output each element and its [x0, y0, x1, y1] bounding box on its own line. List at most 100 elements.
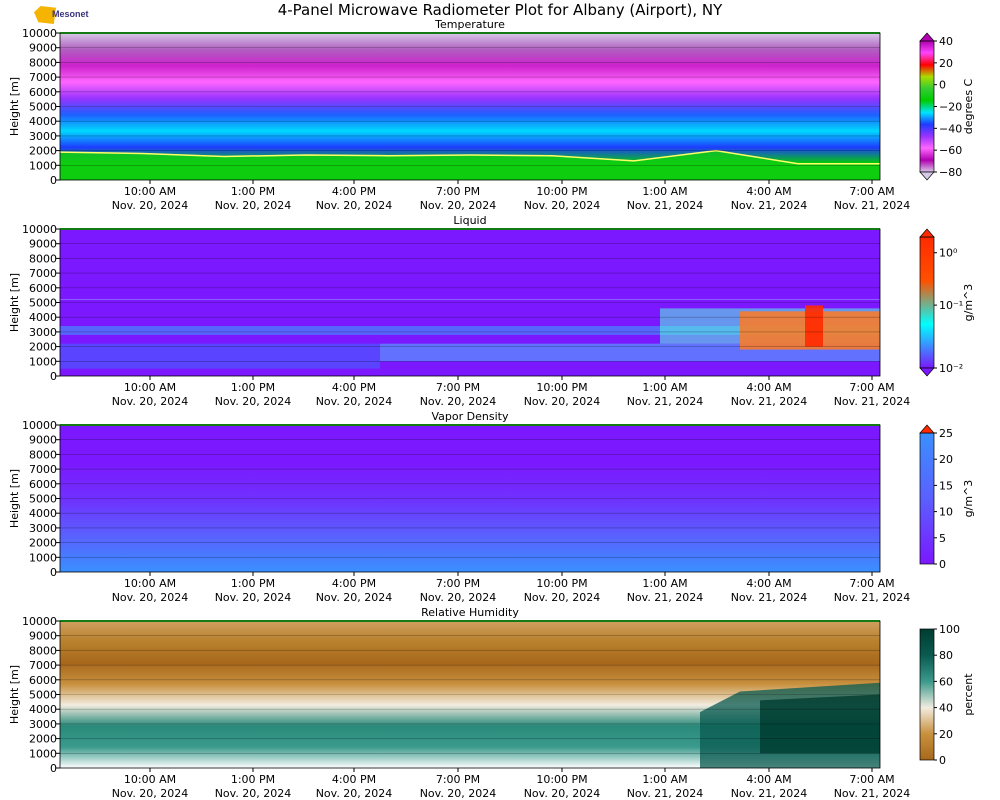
colorbar-tick-label: 10⁰	[939, 247, 958, 260]
panel-title: Relative Humidity	[421, 606, 519, 619]
y-tick-label: 9000	[29, 42, 57, 55]
x-tick-time: 7:00 PM	[436, 185, 480, 198]
x-tick-time: 1:00 PM	[231, 381, 275, 394]
y-tick-label: 2000	[29, 145, 57, 158]
x-tick-time: 1:00 PM	[231, 185, 275, 198]
x-tick-time: 10:00 AM	[124, 773, 176, 786]
colorbar-tick-label: 0	[939, 79, 946, 92]
ny-state-shape-icon	[34, 6, 56, 24]
x-tick-date: Nov. 21, 2024	[731, 787, 808, 800]
y-tick-label: 4000	[29, 311, 57, 324]
y-tick-label: 2000	[29, 537, 57, 550]
y-tick-label: 10000	[22, 419, 57, 432]
colorbar-tick-label: 10⁻²	[939, 362, 963, 375]
colorbar-tick-label: 40	[939, 702, 953, 715]
nys-mesonet-logo: Mesonet	[34, 6, 94, 26]
y-tick-label: 8000	[29, 56, 57, 69]
cloud-layer	[60, 343, 380, 369]
x-tick-date: Nov. 20, 2024	[420, 395, 497, 408]
x-tick-date: Nov. 21, 2024	[731, 199, 808, 212]
x-tick-time: 7:00 PM	[436, 381, 480, 394]
panel-relative-humidity: Relative Humidity01000200030004000500060…	[8, 606, 975, 800]
colorbar-scale	[919, 236, 935, 369]
x-tick-date: Nov. 21, 2024	[834, 199, 911, 212]
panel-title: Vapor Density	[432, 410, 509, 423]
colorbar-tick-label: −60	[939, 144, 962, 157]
x-tick-date: Nov. 20, 2024	[112, 591, 189, 604]
x-tick-date: Nov. 20, 2024	[524, 591, 601, 604]
colorbar-tick-label: 0	[939, 754, 946, 767]
x-tick-date: Nov. 21, 2024	[627, 591, 704, 604]
x-tick-time: 7:00 PM	[436, 577, 480, 590]
x-tick-date: Nov. 20, 2024	[420, 591, 497, 604]
x-tick-date: Nov. 20, 2024	[112, 395, 189, 408]
colorbar: 25 20 15 10 5 0 g/m^3	[919, 424, 975, 571]
colorbar-tick-label: 25	[939, 427, 953, 440]
x-tick-time: 4:00 PM	[332, 381, 376, 394]
y-tick-label: 0	[50, 174, 57, 187]
gridlines	[60, 243, 880, 362]
x-tick-date: Nov. 21, 2024	[834, 395, 911, 408]
y-tick-label: 7000	[29, 463, 57, 476]
x-tick-time: 4:00 AM	[746, 773, 791, 786]
x-tick-time: 4:00 PM	[332, 577, 376, 590]
y-tick-label: 4000	[29, 115, 57, 128]
colorbar: 100 80 60 40 20 0 percent	[919, 623, 975, 767]
figure-title: 4-Panel Microwave Radiometer Plot for Al…	[277, 1, 723, 19]
x-tick-date: Nov. 20, 2024	[316, 395, 393, 408]
y-tick-label: 1000	[29, 551, 57, 564]
y-tick-label: 6000	[29, 86, 57, 99]
gridlines	[60, 635, 880, 754]
x-tick-time: 4:00 PM	[332, 185, 376, 198]
y-tick-label: 10000	[22, 27, 57, 40]
y-tick-label: 8000	[29, 644, 57, 657]
high-humidity-core	[760, 694, 880, 754]
y-tick-label: 2000	[29, 733, 57, 746]
x-tick-time: 7:00 AM	[849, 773, 894, 786]
colorbar-min-arrow	[919, 171, 935, 181]
colorbar-tick-label: 5	[939, 532, 946, 545]
colorbar-max-arrow	[919, 228, 935, 238]
colorbar-label: degrees C	[962, 78, 975, 134]
x-tick-time: 1:00 AM	[642, 185, 687, 198]
heatmap	[60, 621, 880, 768]
x-tick-time: 10:00 PM	[536, 577, 587, 590]
logo-wordmark: Mesonet	[52, 9, 89, 19]
y-tick-label: 6000	[29, 478, 57, 491]
x-tick-time: 10:00 AM	[124, 577, 176, 590]
y-tick-label: 0	[50, 762, 57, 775]
y-tick-label: 1000	[29, 159, 57, 172]
y-tick-label: 10000	[22, 223, 57, 236]
x-tick-date: Nov. 20, 2024	[215, 199, 292, 212]
x-tick-time: 10:00 AM	[124, 185, 176, 198]
y-tick-label: 0	[50, 566, 57, 579]
x-tick-time: 1:00 PM	[231, 577, 275, 590]
y-tick-label: 1000	[29, 355, 57, 368]
x-tick-date: Nov. 21, 2024	[627, 395, 704, 408]
x-tick-date: Nov. 20, 2024	[316, 591, 393, 604]
x-tick-date: Nov. 20, 2024	[215, 591, 292, 604]
gridlines	[60, 439, 880, 558]
x-tick-date: Nov. 20, 2024	[215, 395, 292, 408]
heatmap	[59, 33, 880, 180]
colorbar-scale	[919, 628, 935, 761]
colorbar-tick-label: 10	[939, 506, 953, 519]
colorbar-tick-label: 20	[939, 57, 953, 70]
x-tick-date: Nov. 20, 2024	[316, 787, 393, 800]
x-tick-time: 4:00 AM	[746, 381, 791, 394]
y-axis-label: Height [m]	[8, 273, 21, 332]
x-tick-date: Nov. 20, 2024	[215, 787, 292, 800]
x-tick-date: Nov. 21, 2024	[731, 591, 808, 604]
colorbar-tick-label: 10⁻¹	[939, 299, 963, 312]
heatmap	[60, 425, 880, 572]
y-tick-label: 0	[50, 370, 57, 383]
x-tick-time: 7:00 PM	[436, 773, 480, 786]
panel-title: Temperature	[434, 18, 505, 31]
y-tick-label: 5000	[29, 101, 57, 114]
y-tick-label: 8000	[29, 252, 57, 265]
y-tick-label: 3000	[29, 522, 57, 535]
y-axis-label: Height [m]	[8, 469, 21, 528]
